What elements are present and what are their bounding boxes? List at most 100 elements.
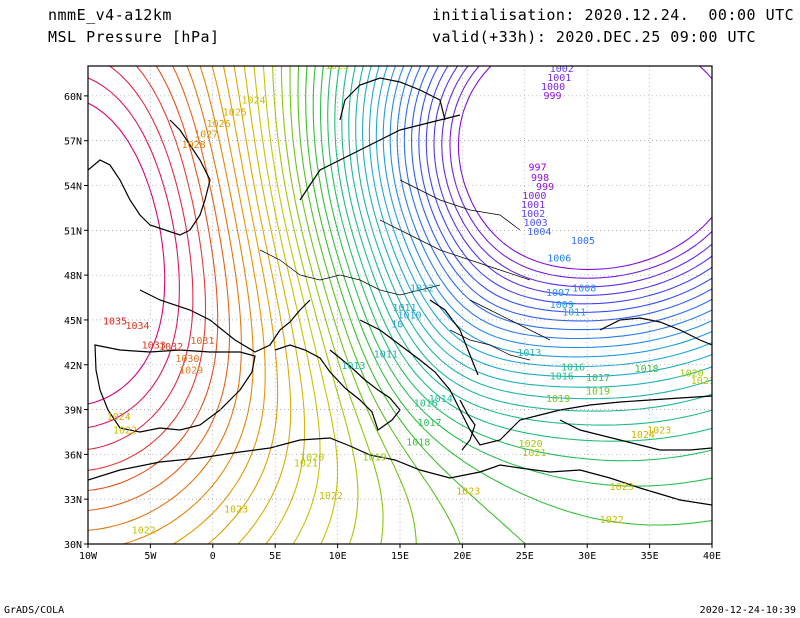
isobar-label: 1018 bbox=[406, 437, 430, 448]
isobar-labels: 1025102610271028102410231035103410331032… bbox=[103, 66, 715, 537]
isobar-label: 1034 bbox=[125, 321, 149, 332]
isobar-label: 1024 bbox=[242, 95, 266, 106]
isobar-line bbox=[88, 77, 180, 429]
isobar-line bbox=[88, 66, 219, 492]
isobar-line bbox=[375, 66, 712, 368]
isobar-line bbox=[355, 66, 712, 400]
isobar-label: 1029 bbox=[179, 366, 203, 377]
isobar-label: 1013 bbox=[517, 348, 541, 359]
isobar-label: 1006 bbox=[547, 254, 571, 265]
y-tick-label: 51N bbox=[64, 226, 82, 237]
y-tick-label: 36N bbox=[64, 450, 82, 461]
isobar-label: 1007 bbox=[546, 288, 570, 299]
isobar-label: 1021 bbox=[294, 458, 318, 469]
isobar-line bbox=[88, 66, 194, 451]
isobar-line bbox=[441, 66, 712, 288]
isobar-label: 1011 bbox=[562, 307, 586, 318]
x-tick-label: 5W bbox=[144, 551, 157, 562]
isobar-line bbox=[389, 66, 712, 349]
axis-ticks bbox=[84, 95, 713, 548]
isobar-line bbox=[403, 66, 712, 331]
isobar-label: 1000 bbox=[522, 191, 546, 202]
isobar-label: 1003 bbox=[524, 218, 548, 229]
isobar-label: 1032 bbox=[159, 342, 183, 353]
valid-time: valid(+33h): 2020.DEC.25 09:00 UTC bbox=[432, 28, 757, 46]
isobar-line bbox=[433, 66, 712, 296]
y-tick-label: 54N bbox=[64, 182, 82, 193]
isobar-label: 1001 bbox=[547, 73, 571, 84]
footer-timestamp: 2020-12-24-10:39 bbox=[699, 605, 796, 616]
isobar-label: 1021 bbox=[691, 376, 715, 387]
isobar-label: 1023 bbox=[456, 487, 480, 498]
x-tick-label: 5E bbox=[269, 551, 281, 562]
y-tick-label: 30N bbox=[64, 540, 82, 551]
isobar-line bbox=[382, 66, 712, 358]
isobar-line bbox=[262, 66, 339, 544]
y-tick-label: 60N bbox=[64, 92, 82, 103]
isobar-line bbox=[172, 66, 266, 544]
isobar-label: 1016 bbox=[550, 372, 574, 383]
x-tick-label: 10W bbox=[79, 551, 98, 562]
isobar-label: 1020 bbox=[300, 452, 324, 463]
isobar-label: 1017 bbox=[417, 418, 441, 429]
isobar-label: 1014 bbox=[429, 394, 453, 405]
isobar-label: 1011 bbox=[393, 303, 417, 314]
x-tick-label: 20E bbox=[453, 551, 471, 562]
y-tick-label: 33N bbox=[64, 495, 82, 506]
isobar-label: 1033 bbox=[142, 340, 166, 351]
field-title: MSL Pressure [hPa] bbox=[48, 28, 220, 46]
axis-tick-labels: 10W 5W 0 5E 10E 15E 20E 25E 30E 35E 40E 30N 33N 36N 39… bbox=[64, 92, 721, 562]
isobar-label: 1020 bbox=[519, 439, 543, 450]
isobar-label: 1025 bbox=[223, 107, 247, 118]
isobar-label: 10 bbox=[391, 319, 403, 330]
isobar-line bbox=[341, 66, 712, 426]
isobar-line bbox=[253, 66, 321, 544]
isobar-label: 997 bbox=[529, 163, 547, 174]
isobar-line bbox=[457, 66, 712, 270]
isobar-label: 1022 bbox=[600, 515, 624, 526]
isobar-line bbox=[410, 66, 712, 322]
isobar-label: 1019 bbox=[586, 387, 610, 398]
isobar-label: 1005 bbox=[571, 236, 595, 247]
isobar-line bbox=[272, 66, 359, 544]
isobar-label: 1023 bbox=[647, 425, 671, 436]
isobar-label: 1022 bbox=[113, 425, 137, 436]
isobar-label: 1018 bbox=[635, 364, 659, 375]
isobar-line bbox=[418, 66, 712, 313]
x-tick-label: 0 bbox=[210, 551, 216, 562]
isobar-label: 1021 bbox=[522, 448, 546, 459]
isobar-line bbox=[88, 66, 242, 531]
y-tick-label: 48N bbox=[64, 271, 82, 282]
isobar-label: 1022 bbox=[319, 491, 343, 502]
isobar-label: 1016 bbox=[561, 363, 585, 374]
isobar-lines bbox=[88, 66, 712, 544]
isobar-label: 1017 bbox=[586, 373, 610, 384]
isobar-label: 1020 bbox=[680, 369, 704, 380]
y-tick-label: 57N bbox=[64, 137, 82, 148]
graticule bbox=[88, 66, 712, 544]
isobar-label: 999 bbox=[544, 91, 562, 102]
isobar-label: 1002 bbox=[521, 209, 545, 220]
isobar-line bbox=[233, 66, 292, 544]
y-tick-label: 39N bbox=[64, 406, 82, 417]
isobar-label: 1030 bbox=[175, 354, 199, 365]
x-tick-label: 35E bbox=[641, 551, 659, 562]
isobar-label: 1010 bbox=[398, 310, 422, 321]
isobar-label: 1023 bbox=[224, 505, 248, 516]
isobar-label: 1009 bbox=[550, 300, 574, 311]
isobar-label: 1024 bbox=[107, 412, 131, 423]
isobar-label: 1012 bbox=[410, 284, 434, 295]
x-tick-label: 40E bbox=[703, 551, 721, 562]
map-plot-area: 1025102610271028102410231035103410331032… bbox=[88, 66, 715, 544]
isobar-label: 1026 bbox=[207, 119, 231, 130]
footer-software: GrADS/COLA bbox=[4, 605, 65, 616]
isobar-label: 1028 bbox=[182, 140, 206, 151]
isobar-line bbox=[361, 66, 712, 388]
isobar-label: 999 bbox=[536, 182, 554, 193]
isobar-label: 1001 bbox=[521, 200, 545, 211]
x-tick-label: 15E bbox=[391, 551, 409, 562]
y-tick-label: 45N bbox=[64, 316, 82, 327]
y-tick-label: 42N bbox=[64, 361, 82, 372]
isobar-line bbox=[289, 66, 417, 544]
isobar-line bbox=[121, 66, 254, 544]
